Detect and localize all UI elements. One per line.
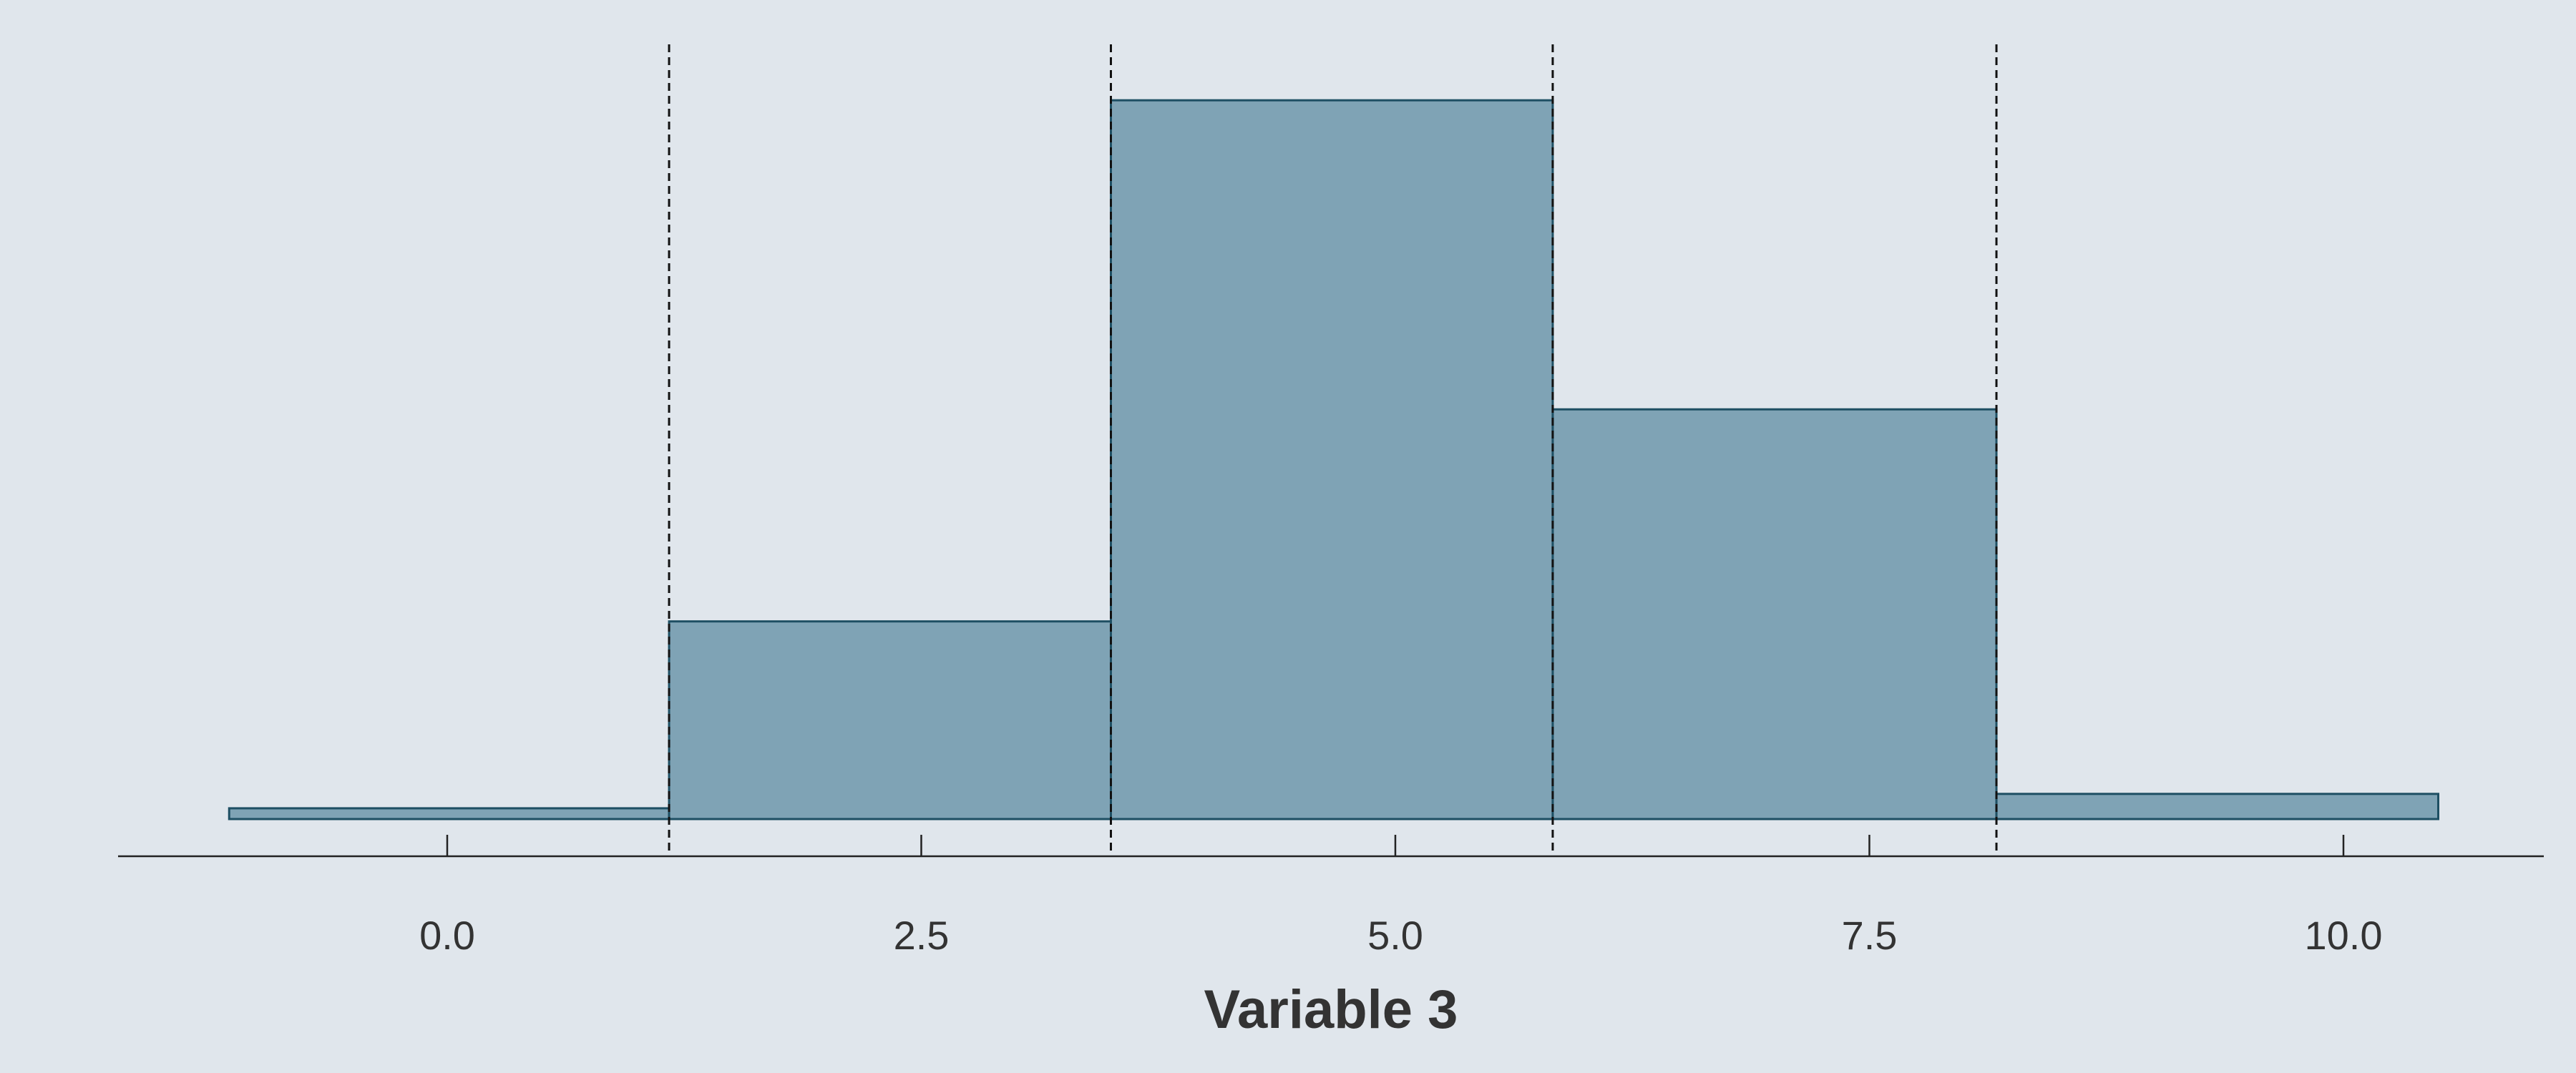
x-tick-label-1: 0.0 xyxy=(419,913,475,958)
histogram-bar-3 xyxy=(1110,99,1554,820)
reference-lines xyxy=(668,44,1998,856)
x-tick-label-3: 5.0 xyxy=(1367,913,1423,958)
x-tick-label-4: 7.5 xyxy=(1842,913,1898,958)
x-axis-ticks: 0.0 2.5 5.0 7.5 10.0 xyxy=(419,835,2383,958)
histogram-bar-4 xyxy=(1551,408,1998,820)
histogram-bars xyxy=(228,99,2440,820)
histogram-bar-1 xyxy=(228,807,670,820)
histogram-bar-2 xyxy=(668,620,1112,820)
histogram-bar-5 xyxy=(1995,793,2440,820)
x-tick-label-5: 10.0 xyxy=(2305,913,2383,958)
x-axis-title: Variable 3 xyxy=(1204,979,1458,1040)
x-tick-label-2: 2.5 xyxy=(894,913,950,958)
